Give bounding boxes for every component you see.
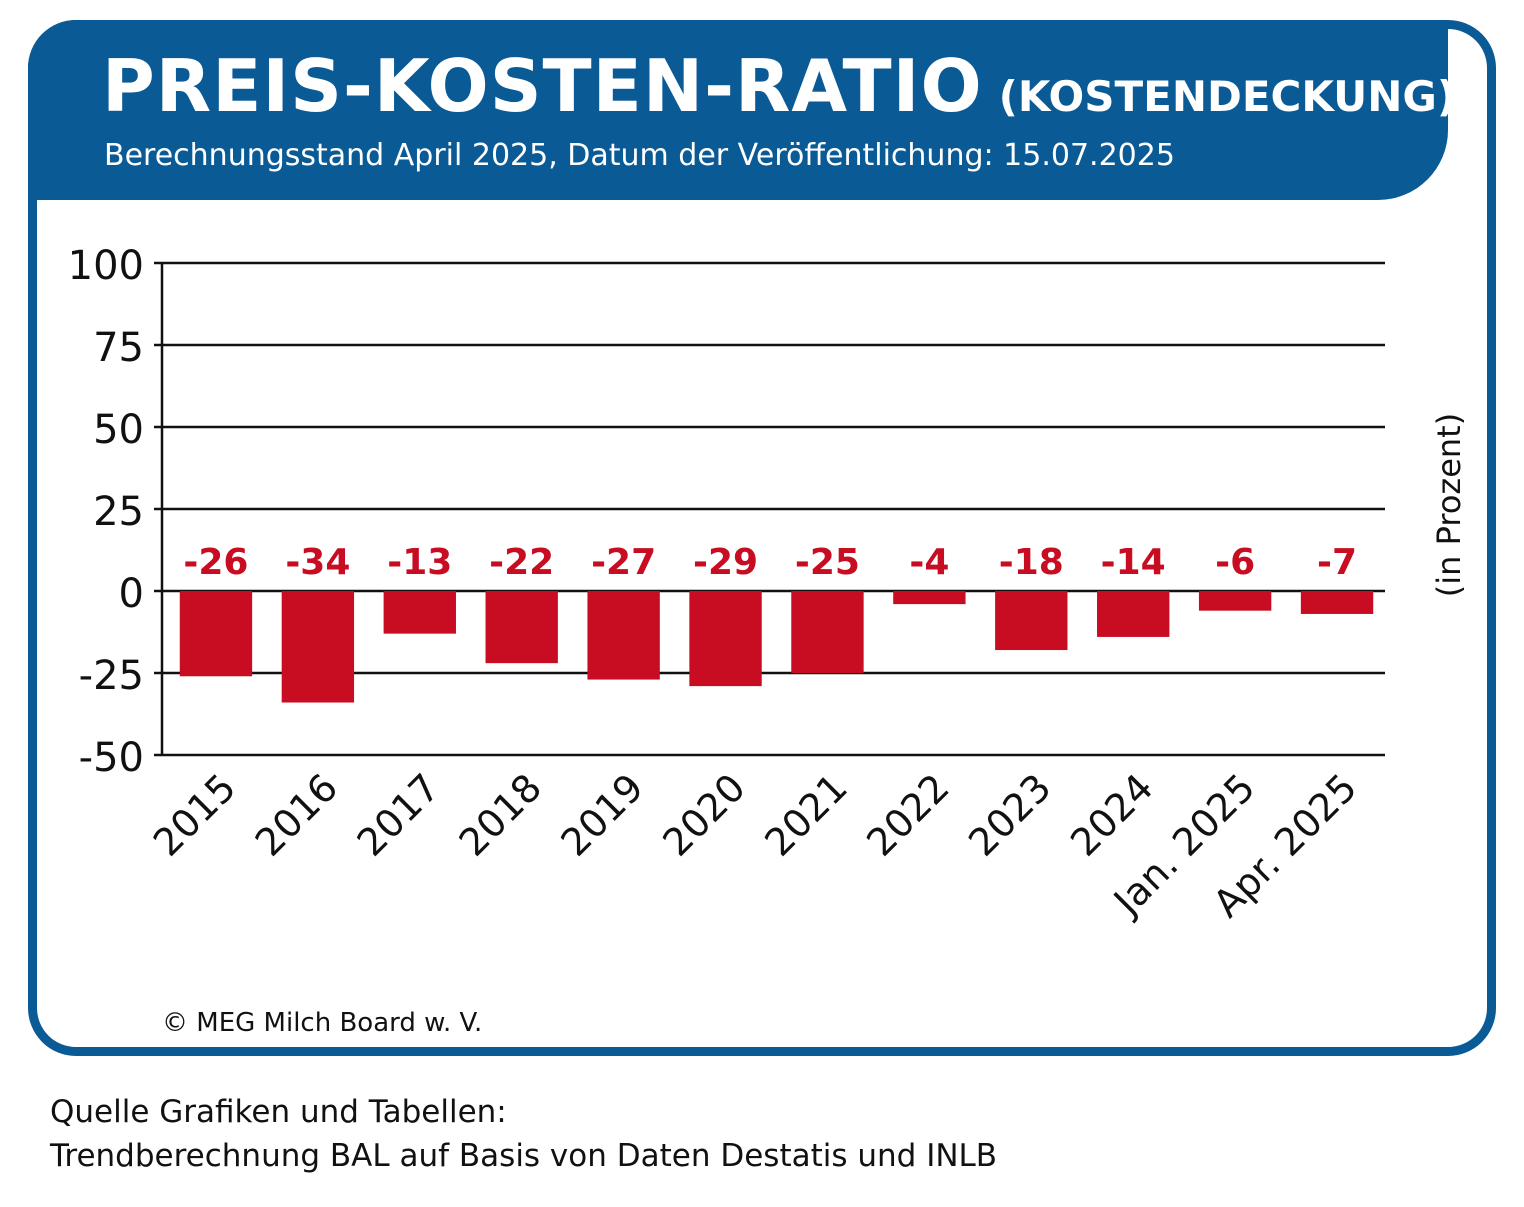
bar <box>281 591 355 703</box>
x-tick-label: 2022 <box>858 765 958 865</box>
x-tick-label: 2015 <box>145 765 245 865</box>
bar <box>179 591 253 677</box>
bar-value-label: -18 <box>999 542 1064 583</box>
source-line-2: Trendberechnung BAL auf Basis von Daten … <box>50 1138 998 1174</box>
bar-value-label: -14 <box>1101 542 1166 583</box>
bar-value-label: -26 <box>183 542 248 583</box>
bars <box>179 591 1374 703</box>
y-tick-labels: 100 75 50 25 0 -25 -50 <box>68 243 144 781</box>
x-tick-label: 2023 <box>960 765 1060 865</box>
x-tick-label: 2016 <box>247 765 347 865</box>
bar <box>1198 591 1272 611</box>
bar-value-label: -27 <box>591 542 656 583</box>
chart-subtitle: Berechnungsstand April 2025, Datum der V… <box>104 138 1175 173</box>
chart-title-suffix: (KOSTENDECKUNG) <box>998 72 1457 121</box>
bar <box>383 591 456 634</box>
y-tick-label: 100 <box>68 243 144 289</box>
bar-value-label: -22 <box>489 542 554 583</box>
y-tick-label: 0 <box>119 571 144 617</box>
copyright-text: © MEG Milch Board w. V. <box>162 1008 483 1038</box>
y-tick-label: 25 <box>93 489 144 535</box>
value-labels: -26 -34 -13 -22 -27 -29 -25 -4 -18 -14 -6 -7 <box>183 542 1357 583</box>
bar <box>689 591 762 687</box>
bar <box>893 591 966 605</box>
chart-title: PREIS-KOSTEN-RATIO <box>102 44 983 128</box>
title-line: PREIS-KOSTEN-RATIO (KOSTENDECKUNG) <box>102 44 1456 128</box>
x-tick-label: 2019 <box>552 765 652 865</box>
bar <box>485 591 558 664</box>
bar-value-label: -6 <box>1215 542 1255 583</box>
y-tick-label: -25 <box>79 653 144 699</box>
bar <box>1097 591 1170 637</box>
bar-value-label: -4 <box>909 542 949 583</box>
bar <box>995 591 1068 651</box>
title-banner <box>28 20 1448 200</box>
x-tick-labels: 2015 2016 2017 2018 2019 2020 2021 2022 2023 2024… <box>145 765 1366 926</box>
source-line-1: Quelle Grafiken und Tabellen: <box>50 1094 507 1130</box>
bar <box>791 591 864 673</box>
bar <box>1300 591 1374 614</box>
y-axis-label: (in Prozent) <box>1430 413 1468 597</box>
x-tick-label: 2017 <box>349 765 449 865</box>
bar-value-label: -7 <box>1317 542 1357 583</box>
bar-chart: -26 -34 -13 -22 -27 -29 -25 -4 -18 -14 -6 -7 100 75 5… <box>68 243 1468 926</box>
y-tick-label: 75 <box>93 325 144 371</box>
grid-lines <box>154 261 1385 757</box>
bar-value-label: -25 <box>795 542 860 583</box>
bar-value-label: -34 <box>285 542 350 583</box>
x-tick-label: 2018 <box>451 765 551 865</box>
bar <box>587 591 660 680</box>
x-tick-label: 2021 <box>756 765 856 865</box>
bar-value-label: -13 <box>387 542 452 583</box>
y-tick-label: -50 <box>79 735 144 781</box>
x-tick-label: 2020 <box>654 765 754 865</box>
bar-value-label: -29 <box>693 542 758 583</box>
y-tick-label: 50 <box>93 407 144 453</box>
